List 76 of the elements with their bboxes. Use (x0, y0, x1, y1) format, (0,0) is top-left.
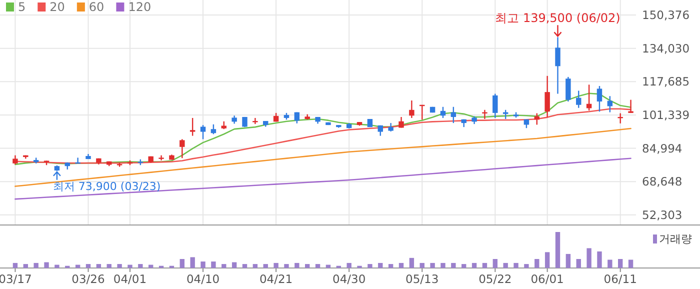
bar (106, 264, 112, 268)
bar (608, 260, 612, 268)
bar (242, 264, 248, 268)
legend-label: 5 (18, 0, 26, 14)
bar (586, 248, 592, 268)
bar (628, 260, 634, 268)
bar (190, 257, 195, 268)
x-tick-label: 06/11 (604, 272, 637, 286)
x-tick-label: 04/01 (113, 272, 147, 286)
y-tick-label: 150,376 (642, 8, 690, 22)
bar (23, 264, 28, 268)
bar (211, 262, 216, 268)
bar (368, 264, 372, 268)
bar (96, 264, 102, 268)
bar (34, 262, 38, 268)
bar (524, 264, 529, 268)
bar (86, 264, 91, 268)
bar (492, 259, 498, 268)
bar (566, 254, 571, 268)
bar (274, 262, 278, 268)
bar (263, 264, 268, 268)
bar (420, 262, 424, 268)
legend-label: 60 (88, 0, 104, 14)
bar (430, 262, 435, 268)
bar (618, 259, 623, 268)
y-tick-label: 52,303 (642, 208, 682, 222)
x-tick-label: 04/10 (186, 272, 220, 286)
x-tick-label: 06/01 (530, 272, 564, 286)
bar (305, 264, 310, 268)
bar (128, 264, 132, 268)
y-tick-label: 117,685 (642, 74, 690, 89)
bar (346, 262, 352, 268)
annotation: 최고 139,500 (06/02) (495, 11, 620, 26)
bar (200, 262, 206, 268)
bar (12, 262, 18, 268)
bar (555, 232, 560, 268)
annotation: 최저 73,900 (03/23) (52, 180, 161, 193)
bar (503, 262, 508, 268)
bar (294, 262, 300, 268)
bar (117, 264, 122, 268)
bar (138, 264, 143, 268)
bar (514, 262, 518, 268)
y-tick-label: 101,339 (642, 108, 690, 122)
x-tick-label: 05/13 (406, 272, 439, 286)
bar (284, 264, 289, 268)
bar (232, 262, 237, 268)
bar (576, 259, 581, 268)
x-tick-label: 03/26 (72, 272, 105, 286)
bar (409, 258, 414, 268)
bar (472, 262, 477, 268)
bar (315, 264, 320, 268)
legend-label: 120 (128, 0, 152, 14)
legend-label: 거래량 (659, 232, 692, 246)
bar (440, 262, 446, 268)
bar (44, 262, 49, 268)
bar (388, 264, 394, 268)
bar (180, 259, 184, 268)
bar (451, 262, 456, 268)
x-tick-label: 04/21 (259, 272, 293, 286)
bar (252, 264, 258, 268)
bar (597, 251, 602, 268)
bar (222, 264, 226, 268)
bar (482, 262, 488, 268)
x-tick-label: 05/22 (478, 272, 512, 286)
y-tick-label: 68,648 (642, 174, 682, 189)
y-tick-label: 84,994 (642, 141, 682, 156)
bar (544, 252, 550, 268)
x-tick-label: 04/30 (332, 272, 366, 286)
bar (534, 259, 540, 268)
bar (378, 262, 383, 268)
y-tick-label: 134,030 (642, 41, 690, 56)
bar (398, 262, 404, 268)
bar (462, 264, 466, 268)
legend-label: 20 (50, 0, 65, 14)
bar (54, 264, 60, 268)
legend: 거래량 (653, 232, 692, 246)
